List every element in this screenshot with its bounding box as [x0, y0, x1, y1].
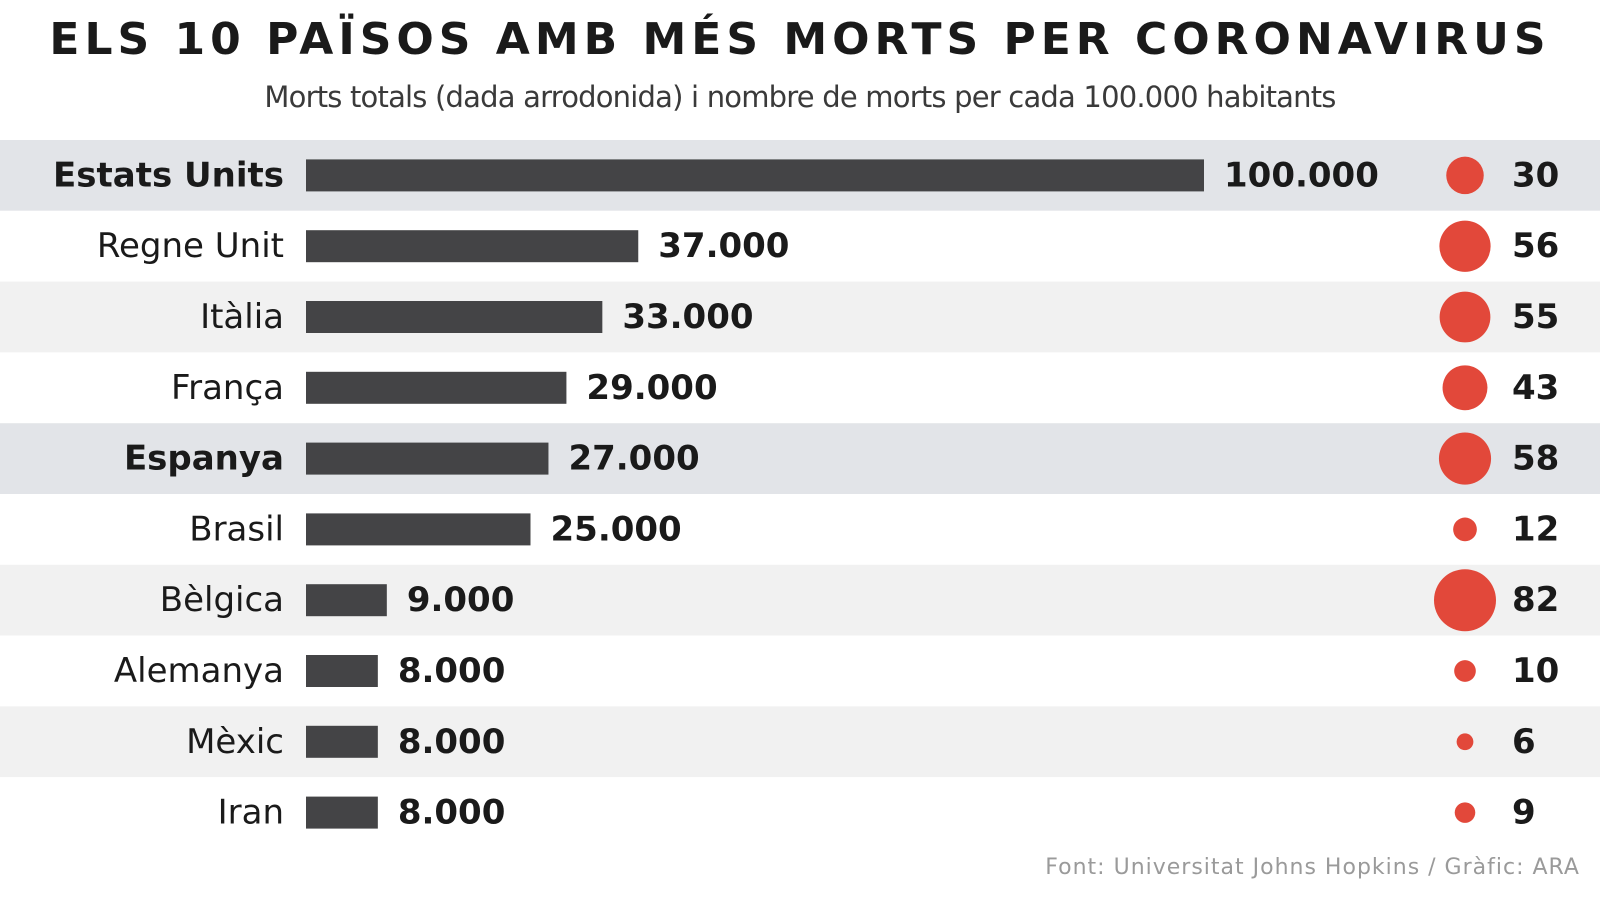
- row-background: [0, 423, 1600, 494]
- rate-dot: [1442, 365, 1488, 411]
- category-label: Espanya: [124, 439, 284, 479]
- bar-value-label: 100.000: [1224, 155, 1379, 195]
- category-label: Iran: [218, 793, 284, 833]
- category-label: Bèlgica: [160, 580, 284, 620]
- bar: [306, 371, 567, 404]
- category-label: França: [171, 368, 284, 408]
- chart-subtitle: Morts totals (dada arrodonida) i nombre …: [264, 80, 1336, 114]
- bar: [306, 655, 378, 687]
- bar-value-label: 33.000: [622, 297, 753, 337]
- category-label: Regne Unit: [97, 226, 284, 266]
- category-label: Estats Units: [53, 155, 284, 195]
- bar-value-label: 8.000: [398, 651, 506, 691]
- row-background: [0, 352, 1600, 424]
- bar-value-label: 27.000: [568, 439, 699, 479]
- rate-value-label: 30: [1512, 155, 1559, 195]
- bar-value-label: 8.000: [398, 722, 506, 762]
- bar: [306, 584, 387, 617]
- bar-value-label: 37.000: [658, 226, 789, 266]
- bar: [306, 513, 531, 546]
- category-label: Itàlia: [200, 297, 284, 337]
- rate-dot: [1439, 291, 1491, 343]
- rate-value-label: 58: [1512, 439, 1559, 479]
- bar: [306, 796, 378, 829]
- rate-dot: [1438, 432, 1492, 485]
- rate-dot: [1453, 517, 1477, 542]
- bar: [306, 301, 603, 333]
- bar: [306, 159, 1204, 192]
- category-label: Mèxic: [186, 722, 284, 762]
- bar: [306, 442, 549, 475]
- category-label: Brasil: [189, 509, 284, 549]
- chart-title: ELS 10 PAÏSOS AMB MÉS MORTS PER CORONAVI…: [49, 14, 1551, 65]
- rate-value-label: 82: [1512, 580, 1559, 620]
- bar-value-label: 29.000: [586, 368, 717, 408]
- bar-value-label: 9.000: [407, 580, 515, 620]
- rate-value-label: 43: [1512, 368, 1559, 408]
- rate-value-label: 6: [1512, 722, 1536, 762]
- row-background: [0, 564, 1600, 636]
- rate-dot: [1454, 660, 1476, 682]
- row-background: [0, 777, 1600, 848]
- rate-dot: [1434, 569, 1496, 632]
- bar: [306, 725, 378, 758]
- bar-value-label: 8.000: [398, 793, 506, 833]
- source-note: Font: Universitat Johns Hopkins / Gràfic…: [1045, 855, 1580, 880]
- rate-dot: [1439, 220, 1491, 272]
- rate-dot: [1454, 802, 1476, 823]
- rate-dot: [1446, 156, 1484, 195]
- rate-value-label: 55: [1512, 297, 1559, 337]
- row-background: [0, 210, 1600, 282]
- rate-value-label: 9: [1512, 793, 1536, 833]
- row-background: [0, 494, 1600, 565]
- bar: [306, 230, 639, 263]
- row-background: [0, 706, 1600, 778]
- rate-value-label: 12: [1512, 509, 1559, 549]
- row-background: [0, 635, 1600, 707]
- rate-dot: [1456, 733, 1474, 751]
- rate-value-label: 56: [1512, 226, 1559, 266]
- row-background: [0, 281, 1600, 353]
- rate-value-label: 10: [1512, 651, 1559, 691]
- category-label: Alemanya: [114, 651, 284, 691]
- bar-value-label: 25.000: [551, 509, 682, 549]
